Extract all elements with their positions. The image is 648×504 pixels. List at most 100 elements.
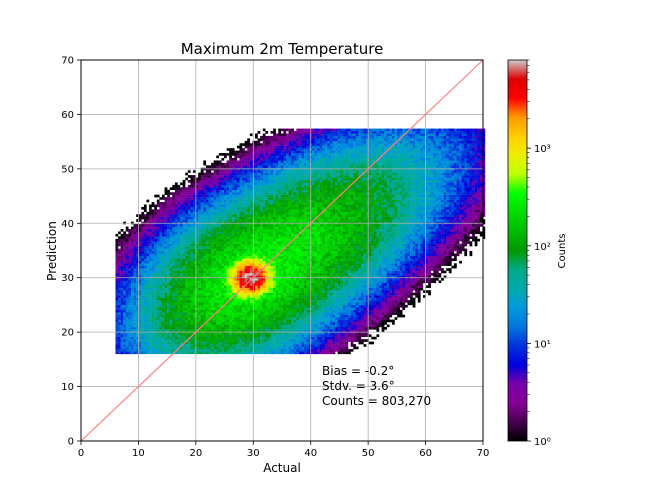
heatmap-cell xyxy=(249,346,253,350)
heatmap-cell xyxy=(216,214,220,217)
heatmap-cell xyxy=(260,233,263,237)
heatmap-cell xyxy=(244,268,248,271)
heatmap-cell xyxy=(169,231,173,235)
heatmap-cell xyxy=(198,248,201,252)
heatmap-cell xyxy=(275,229,279,232)
heatmap-cell xyxy=(247,153,251,156)
heatmap-cell xyxy=(156,265,160,269)
heatmap-cell xyxy=(213,326,217,330)
heatmap-cell xyxy=(161,238,165,242)
heatmap-cell xyxy=(270,329,274,333)
heatmap-cell xyxy=(226,324,230,328)
heatmap-cell xyxy=(270,150,274,154)
heatmap-cell xyxy=(242,236,245,239)
heatmap-cell xyxy=(172,243,176,247)
heatmap-cell xyxy=(190,253,194,257)
heatmap-cell xyxy=(213,160,217,164)
heatmap-cell xyxy=(283,341,287,345)
heatmap-cell xyxy=(224,175,227,178)
heatmap-cell xyxy=(262,180,266,183)
heatmap-cell xyxy=(156,233,160,237)
heatmap-cell xyxy=(257,157,261,161)
heatmap-cell xyxy=(154,209,157,213)
heatmap-cell xyxy=(216,263,220,266)
heatmap-cell xyxy=(265,260,269,264)
heatmap-cell xyxy=(244,187,248,191)
heatmap-cell xyxy=(224,329,227,333)
heatmap-cell xyxy=(224,253,227,257)
heatmap-cell xyxy=(255,233,258,237)
heatmap-cell xyxy=(174,202,178,205)
heatmap-cell xyxy=(115,273,119,276)
heatmap-cell xyxy=(172,226,176,230)
heatmap-cell xyxy=(195,297,199,301)
heatmap-cell xyxy=(231,238,235,242)
heatmap-cell xyxy=(136,265,139,269)
heatmap-cell xyxy=(257,238,261,242)
heatmap-cell xyxy=(151,309,155,313)
heatmap-cell xyxy=(172,344,176,347)
heatmap-cell xyxy=(252,172,256,176)
heatmap-cell xyxy=(164,341,168,345)
heatmap-cell xyxy=(278,187,282,191)
heatmap-cell xyxy=(118,351,121,355)
heatmap-cell xyxy=(216,304,220,308)
heatmap-cell xyxy=(280,194,284,198)
heatmap-cell xyxy=(169,336,173,340)
heatmap-cell xyxy=(213,275,217,279)
heatmap-cell xyxy=(216,307,220,311)
heatmap-cell xyxy=(221,211,225,215)
heatmap-cell xyxy=(143,282,147,286)
heatmap-cell xyxy=(252,282,256,286)
heatmap-cell xyxy=(141,292,145,296)
heatmap-cell xyxy=(118,268,121,271)
heatmap-cell xyxy=(149,351,152,355)
heatmap-cell xyxy=(236,177,240,181)
heatmap-cell xyxy=(211,322,214,325)
heatmap-cell xyxy=(231,219,235,222)
heatmap-cell xyxy=(123,290,126,293)
heatmap-cell xyxy=(231,307,235,311)
heatmap-cell xyxy=(211,231,214,235)
heatmap-cell xyxy=(226,224,230,227)
heatmap-cell xyxy=(236,336,240,340)
heatmap-cell xyxy=(278,135,282,139)
heatmap-cell xyxy=(242,282,245,286)
heatmap-cell xyxy=(229,314,232,318)
heatmap-cell xyxy=(164,224,168,227)
heatmap-cell xyxy=(234,202,238,205)
heatmap-cell xyxy=(213,216,217,220)
heatmap-cell xyxy=(234,219,238,222)
heatmap-cell xyxy=(286,282,289,286)
heatmap-cell xyxy=(224,341,227,345)
heatmap-cell xyxy=(280,197,284,200)
heatmap-cell xyxy=(267,182,271,186)
heatmap-cell xyxy=(239,231,243,235)
heatmap-cell xyxy=(267,199,271,203)
heatmap-cell xyxy=(164,329,168,333)
heatmap-cell xyxy=(187,319,191,323)
heatmap-cell xyxy=(283,255,287,259)
heatmap-cell xyxy=(265,209,269,213)
heatmap-cell xyxy=(174,297,178,301)
heatmap-cell xyxy=(249,319,253,323)
heatmap-cell xyxy=(286,307,289,311)
heatmap-cell xyxy=(278,287,282,291)
heatmap-cell xyxy=(146,260,150,264)
heatmap-cell xyxy=(286,184,289,188)
heatmap-cell xyxy=(164,282,168,286)
heatmap-cell xyxy=(141,319,145,323)
heatmap-cell xyxy=(239,143,243,146)
heatmap-cell xyxy=(161,258,165,262)
heatmap-cell xyxy=(198,209,201,213)
heatmap-cell xyxy=(141,277,145,281)
heatmap-cell xyxy=(262,326,266,330)
heatmap-cell xyxy=(270,302,274,306)
heatmap-cell xyxy=(159,344,163,347)
heatmap-cell xyxy=(125,336,129,340)
heatmap-cell xyxy=(280,219,284,222)
heatmap-cell xyxy=(257,258,261,262)
heatmap-cell xyxy=(239,145,243,149)
heatmap-cell xyxy=(286,175,289,178)
heatmap-cell xyxy=(255,324,258,328)
